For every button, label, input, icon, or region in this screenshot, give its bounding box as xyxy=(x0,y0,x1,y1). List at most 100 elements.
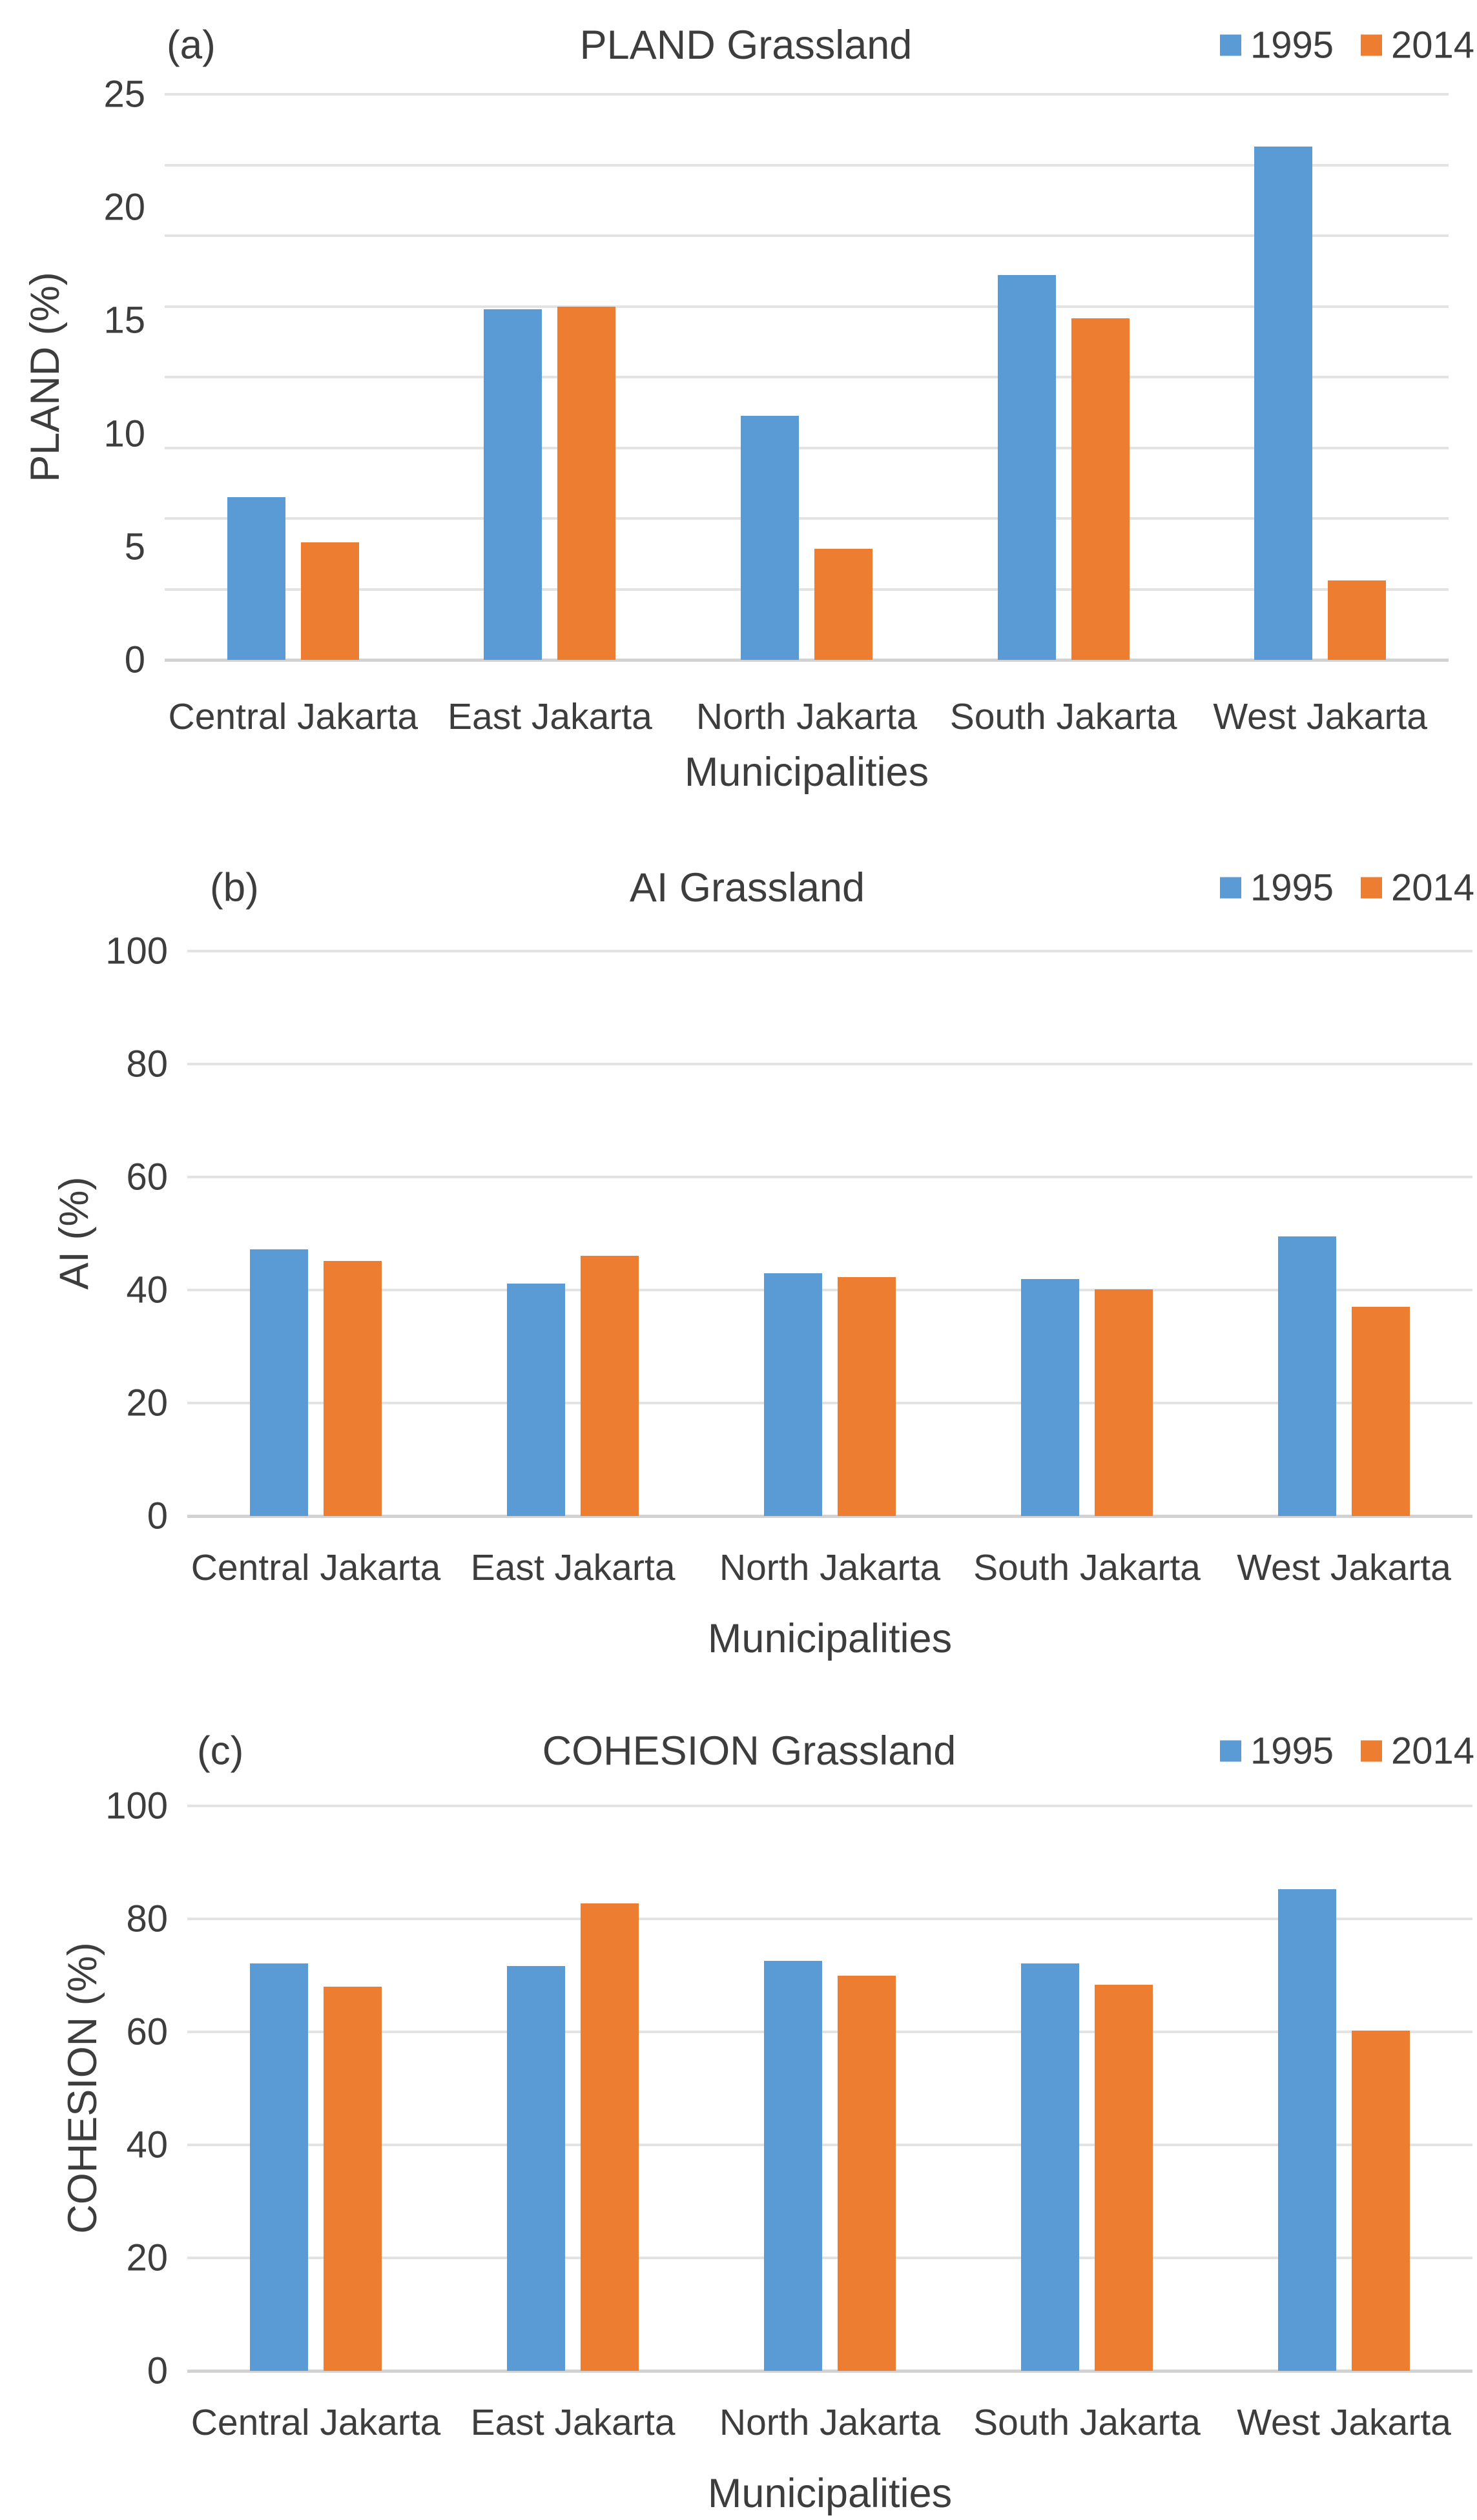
bar-2014-central-jakarta xyxy=(324,1987,382,2371)
y-tick-label: 20 xyxy=(126,1382,168,1424)
y-tick-label: 10 xyxy=(103,413,145,455)
legend-b: 1995 2014 xyxy=(1219,866,1474,910)
legend-a: 1995 2014 xyxy=(1219,24,1474,67)
gridline xyxy=(165,517,1449,520)
gridline xyxy=(165,93,1449,96)
bar-1995-central-jakarta xyxy=(227,497,285,660)
bar-1995-west-jakarta xyxy=(1278,1889,1336,2371)
bar-2014-south-jakarta xyxy=(1071,318,1130,660)
bar-1995-east-jakarta xyxy=(507,1965,565,2371)
x-tick-label-south-jakarta: South Jakarta xyxy=(973,2402,1201,2443)
bar-1995-north-jakarta xyxy=(764,1960,822,2371)
chart-title-cohesion: COHESION Grassland xyxy=(542,1728,956,1774)
bar-2014-west-jakarta xyxy=(1328,580,1387,660)
y-tick-label: 40 xyxy=(126,2124,168,2166)
y-tick-label: 20 xyxy=(126,2237,168,2279)
legend-c: 1995 2014 xyxy=(1219,1730,1474,1773)
legend-swatch-2014 xyxy=(1360,1740,1382,1762)
legend-swatch-1995 xyxy=(1219,34,1241,56)
legend-swatch-2014 xyxy=(1360,877,1382,899)
bar-2014-east-jakarta xyxy=(581,1255,639,1516)
bar-2014-east-jakarta xyxy=(557,307,616,660)
x-tick-label-north-jakarta: North Jakarta xyxy=(696,696,918,737)
bar-2014-west-jakarta xyxy=(1352,1307,1410,1516)
y-tick-label: 100 xyxy=(105,930,168,972)
bar-1995-central-jakarta xyxy=(250,1249,308,1516)
gridline xyxy=(165,305,1449,308)
gridline xyxy=(165,234,1449,237)
bar-1995-north-jakarta xyxy=(764,1273,822,1516)
legend-swatch-1995 xyxy=(1219,1740,1241,1762)
y-tick-label: 20 xyxy=(103,186,145,229)
bar-2014-east-jakarta xyxy=(581,1903,639,2371)
gridline xyxy=(165,163,1449,167)
legend-entry-2014: 2014 xyxy=(1360,866,1474,910)
bar-2014-north-jakarta xyxy=(838,1276,896,1516)
bar-2014-south-jakarta xyxy=(1095,1289,1153,1516)
bar-2014-central-jakarta xyxy=(324,1261,382,1516)
legend-label-2014: 2014 xyxy=(1390,866,1474,909)
gridline xyxy=(187,1176,1472,1178)
panel-label-b: (b) xyxy=(210,865,259,910)
legend-label-1995: 1995 xyxy=(1250,1730,1334,1772)
x-tick-label-east-jakarta: East Jakarta xyxy=(470,1547,676,1588)
bar-2014-south-jakarta xyxy=(1095,1985,1153,2371)
legend-entry-1995: 1995 xyxy=(1219,866,1334,910)
x-axis-line xyxy=(187,1515,1472,1518)
x-tick-label-west-jakarta: West Jakarta xyxy=(1237,2402,1451,2443)
bar-1995-south-jakarta xyxy=(1021,1279,1079,1516)
legend-entry-2014: 2014 xyxy=(1360,1730,1474,1773)
x-tick-label-central-jakarta: Central Jakarta xyxy=(191,1547,441,1588)
bar-1995-south-jakarta xyxy=(1021,1963,1079,2371)
x-tick-label-east-jakarta: East Jakarta xyxy=(447,696,652,737)
legend-label-1995: 1995 xyxy=(1250,866,1334,909)
y-tick-label: 0 xyxy=(147,2350,168,2392)
panel-label-a: (a) xyxy=(167,23,216,68)
bar-1995-north-jakarta xyxy=(741,415,799,660)
bar-1995-south-jakarta xyxy=(997,275,1056,660)
legend-entry-2014: 2014 xyxy=(1360,24,1474,67)
chart-title-ai: AI Grassland xyxy=(629,865,865,910)
gridline xyxy=(187,950,1472,952)
x-tick-label-north-jakarta: North Jakarta xyxy=(719,2402,941,2443)
x-tick-label-south-jakarta: South Jakarta xyxy=(973,1547,1201,1588)
legend-swatch-2014 xyxy=(1360,34,1382,56)
gridline xyxy=(187,2257,1472,2259)
gridline xyxy=(187,1289,1472,1291)
legend-entry-1995: 1995 xyxy=(1219,1730,1334,1773)
panel-label-c: (c) xyxy=(197,1728,244,1774)
gridline xyxy=(187,1805,1472,1807)
gridline xyxy=(187,1402,1472,1404)
x-tick-label-central-jakarta: Central Jakarta xyxy=(168,696,418,737)
x-tick-label-south-jakarta: South Jakarta xyxy=(949,696,1177,737)
chart-title-pland: PLAND Grassland xyxy=(579,23,913,68)
x-tick-label-north-jakarta: North Jakarta xyxy=(719,1547,941,1588)
y-tick-label: 25 xyxy=(103,73,145,116)
x-axis-line xyxy=(165,659,1449,662)
y-tick-label: 15 xyxy=(103,299,145,342)
bar-1995-east-jakarta xyxy=(507,1284,565,1516)
gridline xyxy=(187,2031,1472,2033)
gridline xyxy=(187,1918,1472,1920)
legend-entry-1995: 1995 xyxy=(1219,24,1334,67)
bar-2014-north-jakarta xyxy=(814,549,873,660)
y-tick-label: 0 xyxy=(147,1495,168,1537)
bar-1995-central-jakarta xyxy=(250,1963,308,2371)
legend-label-2014: 2014 xyxy=(1390,24,1474,67)
y-tick-label: 5 xyxy=(124,526,145,568)
y-tick-label: 60 xyxy=(126,2011,168,2053)
bar-1995-east-jakarta xyxy=(484,309,542,660)
x-axis-title-b: Municipalities xyxy=(707,1616,953,1661)
bar-2014-central-jakarta xyxy=(300,542,359,660)
gridline xyxy=(187,2144,1472,2146)
legend-label-2014: 2014 xyxy=(1390,1730,1474,1772)
x-tick-label-west-jakarta: West Jakarta xyxy=(1237,1547,1451,1588)
x-tick-label-east-jakarta: East Jakarta xyxy=(470,2402,676,2443)
y-tick-label: 40 xyxy=(126,1269,168,1311)
bar-2014-north-jakarta xyxy=(838,1976,896,2371)
y-axis-title-cohesion: COHESION (%) xyxy=(60,1942,105,2234)
gridline xyxy=(165,376,1449,378)
x-axis-title-c: Municipalities xyxy=(707,2471,953,2516)
y-tick-label: 80 xyxy=(126,1043,168,1085)
